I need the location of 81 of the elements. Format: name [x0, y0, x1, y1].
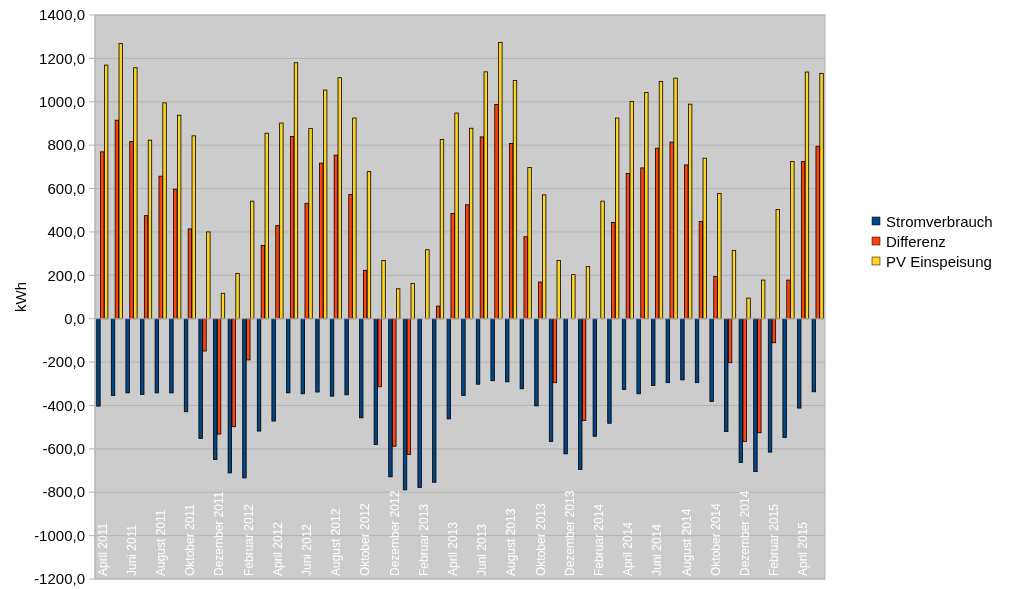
bar: [323, 89, 328, 320]
bar: [738, 318, 743, 463]
y-tick-label: 800,0: [47, 136, 85, 154]
y-tick-label: -800,0: [42, 483, 85, 501]
bar: [213, 318, 218, 460]
y-tick-label: -1000,0: [34, 526, 85, 544]
bar: [548, 318, 554, 442]
bar: [469, 127, 474, 320]
y-tick-label: -200,0: [42, 353, 85, 371]
y-tick-label: 0,0: [64, 309, 85, 327]
y-tick-label: -400,0: [42, 396, 85, 414]
bar: [731, 249, 737, 320]
bar: [402, 318, 408, 491]
bar: [578, 318, 583, 470]
bar: [110, 318, 116, 396]
bar: [162, 102, 167, 320]
bar: [621, 318, 627, 390]
bar: [104, 64, 109, 320]
bar: [483, 71, 488, 320]
bar: [425, 249, 430, 320]
bar: [147, 139, 153, 320]
bar: [293, 62, 299, 320]
bar: [600, 200, 605, 320]
bar: [388, 318, 393, 478]
bar: [571, 274, 576, 320]
bar: [767, 318, 773, 453]
bar: [352, 117, 357, 320]
bar: [177, 114, 182, 320]
bar: [329, 318, 335, 397]
bar: [198, 318, 203, 439]
legend-label: PV Einspeisung: [886, 253, 992, 271]
bar: [585, 266, 591, 320]
y-axis-title: kWh: [12, 282, 29, 312]
bar: [264, 132, 269, 320]
bar: [724, 318, 729, 432]
bar: [512, 80, 518, 320]
bar: [439, 139, 445, 320]
y-tick-label: 200,0: [47, 266, 85, 284]
bar: [242, 318, 247, 479]
bar: [694, 318, 700, 384]
bar: [804, 71, 810, 320]
y-tick-label: 1200,0: [39, 49, 85, 67]
bar: [644, 92, 649, 320]
bar: [527, 167, 532, 320]
bar: [790, 161, 795, 320]
bar: [563, 318, 568, 455]
bar: [417, 318, 422, 488]
bar: [366, 171, 372, 320]
legend-label: Differenz: [886, 233, 946, 251]
bar: [118, 43, 123, 320]
y-tick-label: 1400,0: [39, 6, 85, 24]
bar: [256, 318, 262, 432]
bar: [615, 117, 620, 320]
bar: [183, 318, 189, 413]
legend-label: Stromverbrauch: [886, 213, 993, 231]
bar: [542, 194, 547, 320]
y-tick-label: -1200,0: [34, 570, 85, 588]
bar: [337, 77, 342, 320]
bar: [592, 318, 597, 437]
bar: [308, 128, 313, 320]
bar: [279, 122, 284, 320]
bar: [673, 77, 678, 320]
bar: [819, 72, 824, 320]
y-tick-label: 400,0: [47, 223, 85, 241]
bar: [717, 193, 722, 320]
y-tick-label: 1000,0: [39, 93, 85, 111]
bar: [220, 292, 226, 320]
bar: [498, 41, 503, 320]
bar: [702, 157, 707, 320]
bar: [688, 103, 693, 320]
bar: [133, 67, 138, 320]
bar: [373, 318, 378, 445]
bar: [658, 80, 664, 320]
bar: [191, 135, 196, 320]
bar: [629, 100, 634, 320]
y-tick-label: -600,0: [42, 440, 85, 458]
bar: [227, 318, 232, 474]
bar: [454, 112, 459, 320]
bar: [753, 318, 758, 473]
bar: [475, 318, 481, 385]
y-tick-label: 600,0: [47, 179, 85, 197]
